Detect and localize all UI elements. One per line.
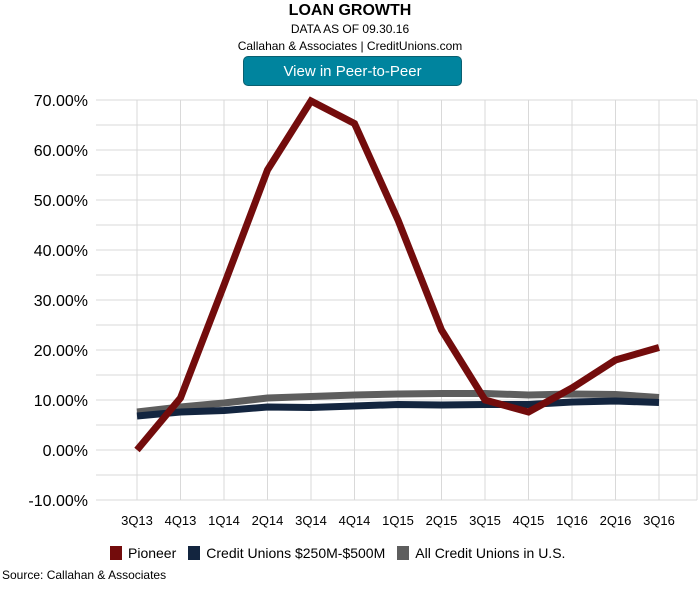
- x-tick-label: 2Q14: [252, 513, 284, 528]
- data-date: DATA AS OF 09.30.16: [290, 22, 410, 36]
- legend-item[interactable]: All Credit Unions in U.S.: [397, 545, 565, 561]
- x-tick-label: 4Q14: [339, 513, 371, 528]
- view-in-peer-to-peer-button[interactable]: View in Peer-to-Peer: [243, 56, 462, 86]
- x-tick-label: 1Q16: [556, 513, 588, 528]
- credit-line: Callahan & Associates | CreditUnions.com: [237, 39, 463, 53]
- source-note: Source: Callahan & Associates: [2, 568, 167, 582]
- y-tick-label: 0.00%: [43, 443, 88, 460]
- legend-swatch: [188, 546, 201, 560]
- y-tick-label: 20.00%: [34, 343, 88, 360]
- legend-label: All Credit Unions in U.S.: [415, 545, 566, 561]
- y-tick-label: 30.00%: [34, 293, 88, 310]
- x-tick-label: 2Q15: [426, 513, 458, 528]
- x-tick-label: 4Q15: [513, 513, 545, 528]
- chart-title: LOAN GROWTH: [288, 2, 412, 19]
- x-tick-label: 3Q16: [643, 513, 675, 528]
- y-tick-label: 40.00%: [34, 243, 88, 260]
- legend-item[interactable]: Credit Unions $250M-$500M: [188, 545, 385, 561]
- series-line-credit-unions-250m-500m: [136, 397, 660, 420]
- plot-area: 3Q13 4Q13 1Q14 2Q14 3Q14 4Q14 1Q15 2Q15 3Q15 4Q15…: [28, 93, 698, 528]
- legend-swatch: [397, 546, 410, 560]
- legend-item[interactable]: Pioneer: [110, 545, 176, 561]
- legend: Pioneer Credit Unions $250M-$500M All Cred…: [110, 545, 565, 561]
- y-tick-label: -10.00%: [28, 493, 88, 510]
- x-tick-label: 4Q13: [165, 513, 197, 528]
- y-tick-label: 60.00%: [34, 143, 88, 160]
- x-tick-label: 1Q14: [208, 513, 240, 528]
- x-tick-label: 2Q16: [600, 513, 632, 528]
- y-tick-label: 70.00%: [34, 93, 88, 110]
- x-tick-label: 3Q15: [469, 513, 501, 528]
- y-tick-label: 50.00%: [34, 193, 88, 210]
- y-tick-label: 10.00%: [34, 393, 88, 410]
- series-line-pioneer: [134, 96, 660, 453]
- x-tick-label: 1Q15: [382, 513, 414, 528]
- legend-label: Credit Unions $250M-$500M: [206, 545, 386, 561]
- legend-label: Pioneer: [128, 545, 177, 561]
- legend-swatch: [110, 546, 122, 560]
- x-tick-label: 3Q14: [295, 513, 327, 528]
- x-tick-label: 3Q13: [121, 513, 153, 528]
- series-line-all-credit-unions-in-u-s-: [136, 390, 660, 416]
